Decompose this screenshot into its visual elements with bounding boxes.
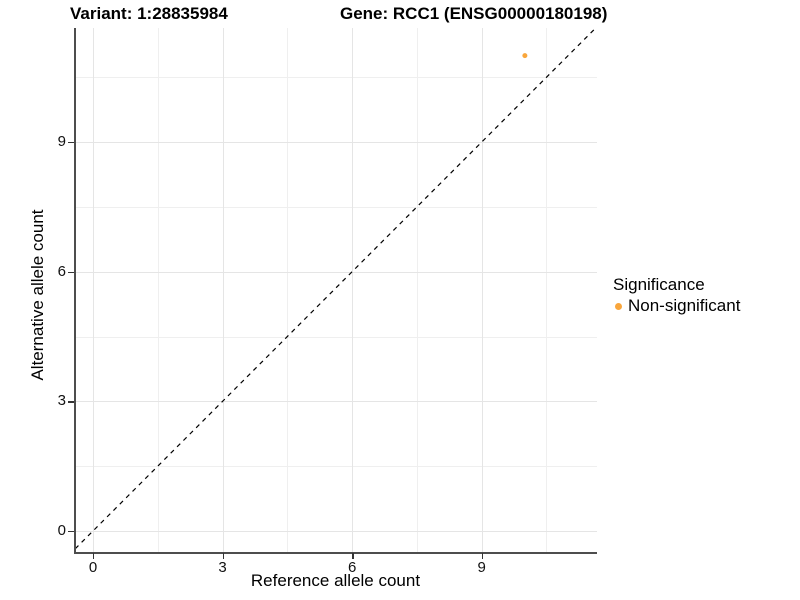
x-tick-label: 0 — [88, 559, 98, 576]
y-minor-gridline — [74, 336, 597, 338]
y-major-gridline — [74, 142, 597, 144]
x-major-gridline — [352, 28, 354, 553]
x-major-gridline — [222, 28, 224, 553]
plot-canvas — [74, 28, 597, 551]
y-tick-label: 9 — [57, 133, 66, 151]
legend-item-label: Non-significant — [628, 296, 741, 315]
x-tick-label: 9 — [477, 559, 486, 576]
legend-items: Non-significant — [611, 296, 740, 316]
x-minor-gridline — [287, 28, 289, 553]
legend: Significance Non-significant — [611, 275, 740, 316]
legend-item: Non-significant — [611, 296, 740, 316]
plot-title-variant: Variant: 1:28835984 — [70, 4, 228, 23]
x-tick-label: 6 — [347, 559, 357, 576]
x-tick-mark — [222, 553, 224, 559]
y-minor-gridline — [74, 77, 597, 79]
identity-dashed-line — [74, 28, 597, 551]
x-minor-gridline — [546, 28, 548, 553]
legend-title: Significance — [613, 275, 705, 294]
y-tick-mark — [68, 401, 74, 403]
y-minor-gridline — [74, 466, 597, 468]
y-major-gridline — [74, 271, 597, 273]
y-axis-line — [74, 28, 76, 553]
y-tick-mark — [68, 142, 74, 144]
x-tick-mark — [93, 553, 95, 559]
x-axis-title: Reference allele count — [250, 571, 421, 590]
y-tick-label: 6 — [57, 262, 66, 280]
data-point — [522, 53, 528, 59]
x-major-gridline — [93, 28, 94, 553]
y-tick-mark — [68, 530, 74, 533]
x-minor-gridline — [416, 28, 418, 553]
x-tick-mark — [352, 553, 354, 559]
x-major-gridline — [481, 28, 483, 553]
y-major-gridline — [74, 401, 597, 403]
y-major-gridline — [74, 530, 597, 532]
x-minor-gridline — [157, 28, 159, 553]
x-tick-label: 3 — [218, 559, 227, 576]
x-tick-mark — [481, 553, 484, 559]
y-tick-label: 0 — [57, 521, 66, 539]
x-axis-line — [74, 552, 597, 554]
y-minor-gridline — [74, 206, 597, 208]
plot-title-gene: Gene: RCC1 (ENSG00000180198) — [340, 4, 608, 23]
plot-panel — [74, 28, 597, 554]
y-tick-label: 3 — [57, 392, 66, 410]
legend-point-icon — [615, 302, 622, 310]
y-tick-mark — [68, 271, 74, 274]
